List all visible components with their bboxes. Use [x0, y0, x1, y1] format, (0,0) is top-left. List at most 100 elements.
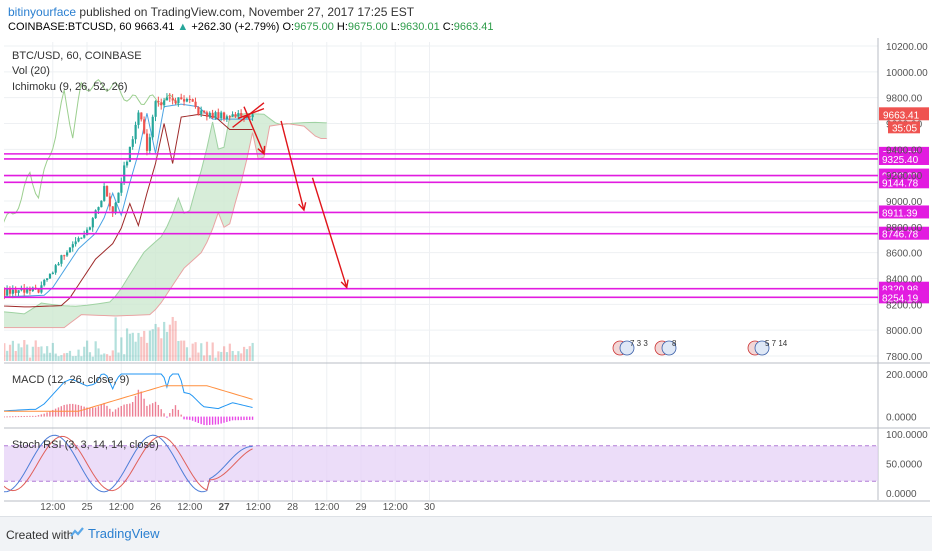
- macd-histogram-bar: [223, 416, 225, 423]
- macd-histogram-bar: [97, 406, 100, 417]
- volume-bar: [43, 353, 46, 361]
- macd-histogram-bar: [34, 415, 37, 417]
- tradingview-brand[interactable]: TradingView: [88, 526, 160, 541]
- vol-legend[interactable]: Vol (20): [12, 65, 50, 77]
- macd-histogram-bar: [106, 405, 108, 417]
- macd-histogram-bar: [12, 416, 14, 418]
- close-label: C:: [442, 21, 454, 33]
- projection-arrow-line: [311, 177, 348, 288]
- macd-histogram-bar: [109, 408, 111, 417]
- macd-histogram-bar: [3, 416, 5, 418]
- volume-bar: [191, 343, 194, 361]
- volume-bar: [183, 340, 186, 361]
- level-price-tag: [879, 226, 929, 240]
- volume-bar: [157, 327, 160, 361]
- time-tick-label: 26: [150, 502, 162, 513]
- candle-body: [37, 289, 40, 293]
- macd-histogram-bar: [72, 403, 74, 417]
- event-flag-icon[interactable]: [754, 340, 770, 356]
- macd-histogram-bar: [209, 416, 211, 425]
- candle-body: [54, 265, 57, 273]
- macd-histogram-bar: [74, 404, 77, 417]
- volume-bar: [208, 355, 211, 361]
- macd-histogram-bar: [248, 416, 251, 420]
- candle-body: [28, 289, 32, 291]
- main-legend[interactable]: BTC/USD, 60, COINBASE: [12, 50, 142, 62]
- level-price-label: 8746.78: [882, 230, 919, 241]
- event-flag-icon[interactable]: [619, 340, 635, 356]
- macd-histogram-bar: [251, 416, 254, 420]
- macd-histogram-bar: [37, 415, 40, 417]
- volume-bar: [97, 348, 100, 361]
- macd-histogram-bar: [57, 407, 60, 417]
- event-flag-icon[interactable]: [661, 340, 677, 356]
- macd-histogram-bar: [66, 404, 68, 417]
- volume-bar: [66, 352, 69, 361]
- macd-histogram-bar: [163, 413, 165, 417]
- macd-histogram-bar: [240, 416, 242, 421]
- candle-body: [140, 112, 143, 120]
- volume-bar: [143, 330, 146, 361]
- stoch-legend[interactable]: Stoch RSI (3, 3, 14, 14, close): [12, 439, 159, 451]
- macd-histogram-bar: [123, 404, 125, 417]
- volume-bar: [23, 340, 26, 361]
- candle-body: [148, 137, 151, 151]
- macd-histogram-bar: [197, 416, 200, 423]
- volume-bar: [51, 342, 54, 361]
- candle-body: [165, 97, 169, 101]
- macd-legend[interactable]: MACD (12, 26, close, 9): [12, 374, 129, 386]
- level-price-label: 9325.40: [882, 155, 919, 166]
- volume-bar: [108, 355, 112, 361]
- volume-bar: [34, 340, 37, 361]
- chart-area[interactable]: 9364.939325.409196.929144.788911.398746.…: [0, 38, 930, 516]
- time-tick-label: 12:00: [314, 502, 339, 513]
- macd-histogram-bar: [103, 402, 105, 417]
- volume-bar: [203, 355, 206, 361]
- price-chart[interactable]: 9364.939325.409196.929144.788911.398746.…: [0, 38, 930, 516]
- level-price-tag: [879, 175, 929, 189]
- volume-bar: [188, 357, 191, 361]
- candle-body: [97, 207, 100, 211]
- macd-histogram-bar: [217, 416, 219, 425]
- candle-body: [180, 97, 183, 100]
- macd-histogram-bar: [214, 416, 217, 425]
- volume-bar: [31, 346, 34, 361]
- volume-bar: [54, 353, 57, 361]
- candle-body: [68, 247, 72, 253]
- macd-histogram-bar: [29, 415, 31, 417]
- candle-body: [185, 98, 189, 102]
- volume-bar: [145, 342, 149, 361]
- volume-bar: [100, 354, 103, 361]
- time-tick-label: 12:00: [177, 502, 202, 513]
- candle-body: [17, 290, 20, 293]
- ichimoku-legend[interactable]: Ichimoku (9, 26, 52, 26): [12, 81, 128, 93]
- candle-body: [171, 98, 174, 101]
- projection-arrow-head: [298, 202, 307, 212]
- macd-histogram-bar: [23, 415, 25, 417]
- volume-bar: [83, 346, 86, 361]
- time-tick-label: 12:00: [246, 502, 271, 513]
- tradingview-logo-icon: [70, 527, 84, 537]
- volume-bar: [137, 332, 140, 361]
- volume-bar: [3, 343, 6, 361]
- volume-bar: [165, 331, 169, 361]
- author-link[interactable]: bitinyourface: [8, 5, 77, 19]
- volume-bar: [26, 344, 29, 361]
- candle-body: [103, 186, 106, 201]
- macd-histogram-bar: [140, 391, 142, 417]
- publish-line: bitinyourface published on TradingView.c…: [8, 5, 414, 19]
- macd-histogram-bar: [171, 408, 174, 417]
- high-label: H:: [336, 21, 348, 33]
- candle-body: [83, 235, 86, 238]
- macd-histogram-bar: [146, 405, 148, 417]
- footer-bar: Created with TradingView: [0, 516, 932, 551]
- macd-histogram-bar: [237, 416, 239, 421]
- chart-header: bitinyourface published on TradingView.c…: [0, 0, 932, 38]
- macd-histogram-bar: [137, 389, 140, 417]
- candle-body: [200, 110, 203, 115]
- volume-bar: [86, 340, 89, 361]
- price-tick-label: 9000.00: [886, 197, 923, 208]
- macd-histogram-bar: [177, 409, 180, 417]
- candle-body: [242, 116, 246, 118]
- candle-body: [26, 289, 29, 293]
